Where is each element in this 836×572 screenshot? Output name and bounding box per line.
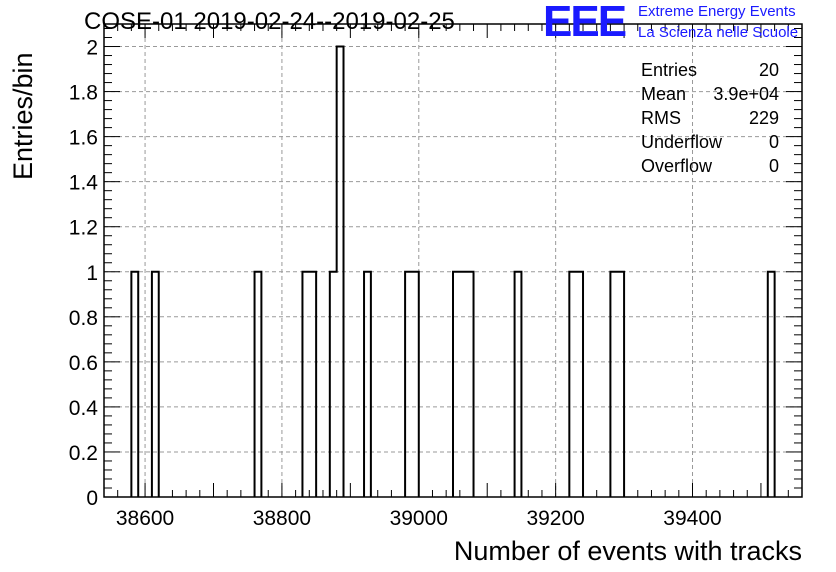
y-tick-label: 0.8 bbox=[69, 307, 98, 330]
stats-value: 0 bbox=[768, 156, 779, 176]
histogram-outline bbox=[130, 45, 776, 497]
stats-row-entries: Entries 20 bbox=[641, 58, 779, 82]
stats-label: Mean bbox=[641, 84, 687, 104]
y-tick-label: 2 bbox=[86, 37, 98, 60]
y-tick-label: 1.6 bbox=[69, 127, 98, 150]
y-axis-label: Entries/bin bbox=[8, 52, 38, 180]
y-tick-label: 0.4 bbox=[69, 397, 99, 420]
stats-label: Underflow bbox=[641, 132, 723, 152]
y-tick-label: 1.4 bbox=[69, 172, 99, 195]
stats-row-overflow: Overflow 0 bbox=[641, 154, 779, 178]
stats-value: 20 bbox=[758, 60, 779, 80]
y-tick-label: 1.2 bbox=[69, 217, 98, 240]
eee-logo: EEE bbox=[543, 0, 627, 46]
stats-value: 0 bbox=[768, 132, 779, 152]
x-tick-label: 38600 bbox=[116, 507, 174, 530]
x-tick-label: 39400 bbox=[663, 507, 721, 530]
axes bbox=[103, 23, 803, 498]
y-axis-ticks: 0 0.2 0.4 0.6 0.8 1 1.2 1.4 1.6 1.8 2 bbox=[69, 28, 802, 510]
stats-row-rms: RMS 229 bbox=[641, 106, 779, 130]
x-tick-label: 39200 bbox=[526, 507, 584, 530]
x-tick-label: 39000 bbox=[390, 507, 448, 530]
x-axis-label: Number of events with tracks bbox=[453, 536, 802, 566]
logo-line-1: Extreme Energy Events bbox=[638, 3, 796, 20]
x-axis-ticks: 38600 38800 39000 39200 39400 bbox=[103, 24, 803, 530]
x-tick-label: 38800 bbox=[253, 507, 311, 530]
y-tick-label: 0.6 bbox=[69, 352, 98, 375]
y-tick-label: 1.8 bbox=[69, 82, 98, 105]
logo-line-2: La Scienza nelle Scuole bbox=[638, 24, 799, 41]
grid-lines bbox=[104, 24, 802, 497]
stats-row-mean: Mean 3.9e+04 bbox=[641, 82, 779, 106]
stats-value: 229 bbox=[748, 108, 779, 128]
chart-title: COSE-01 2019-02-24--2019-02-25 bbox=[84, 8, 455, 35]
stats-label: Entries bbox=[641, 60, 698, 80]
stats-label: Overflow bbox=[641, 156, 713, 176]
stats-row-underflow: Underflow 0 bbox=[641, 130, 779, 154]
stats-label: RMS bbox=[641, 108, 681, 128]
y-tick-label: 0 bbox=[86, 487, 98, 510]
stats-value: 3.9e+04 bbox=[713, 84, 779, 104]
y-tick-label: 1 bbox=[86, 262, 98, 285]
plot-frame bbox=[103, 23, 803, 498]
y-tick-label: 0.2 bbox=[69, 442, 98, 465]
stats-box: Entries 20 Mean 3.9e+04 RMS 229 Underflo… bbox=[641, 58, 779, 178]
